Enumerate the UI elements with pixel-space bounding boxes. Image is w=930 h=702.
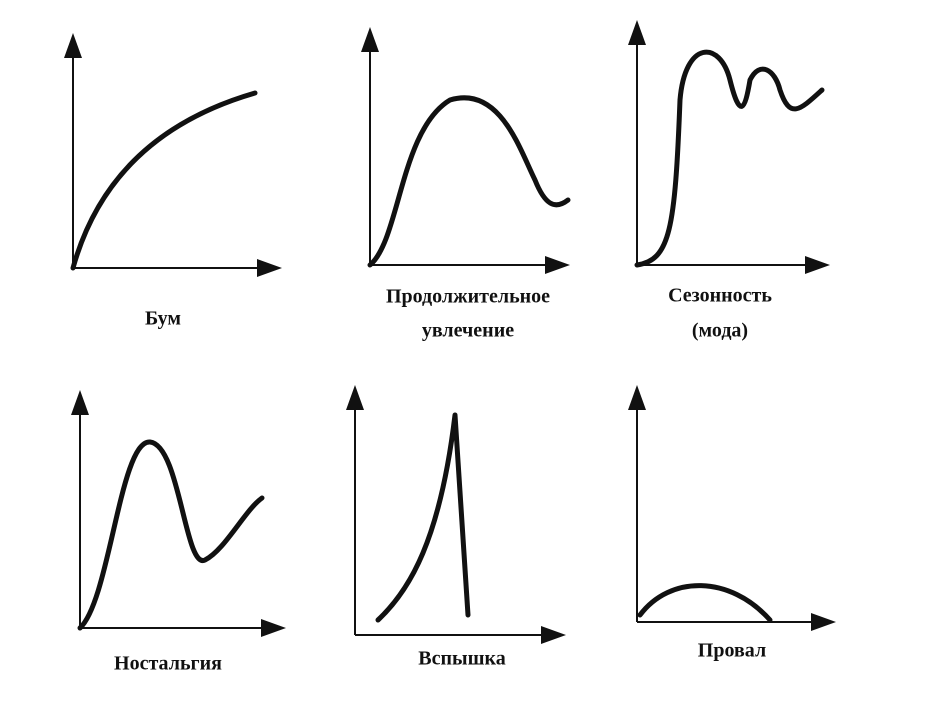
axes [354,400,550,636]
arrow [805,256,830,274]
panel: Сезонность (мода) [628,20,830,342]
label: Бум [145,308,181,330]
axes [636,36,815,266]
arrow [361,27,379,52]
arrow [628,385,646,410]
label: Провал [698,640,766,662]
label: Сезонность [668,285,772,307]
axes [636,400,820,623]
curve [70,90,258,271]
label: Продолжительное [386,286,550,308]
axes [369,42,555,266]
label: Ностальгия [114,653,222,675]
curve [77,439,265,631]
arrow [811,613,836,631]
panel: Провал [628,385,836,662]
curve [367,95,571,268]
arrow [64,33,82,58]
curve [375,412,471,623]
panel: Продолжительное увлечение [361,27,571,342]
curve [634,49,825,268]
panel: Вспышка [346,385,566,670]
panel: Ностальгия [71,390,286,675]
arrow [71,390,89,415]
label: Вспышка [418,648,505,670]
label: увлечение [422,320,514,342]
axes [72,48,265,269]
arrow [346,385,364,410]
arrow [628,20,646,45]
arrow [257,259,282,277]
axes [79,405,270,629]
label: (мода) [692,320,748,342]
arrow [541,626,566,644]
curve [637,583,773,623]
panel: Бум [64,33,282,330]
arrow [261,619,286,637]
arrow [545,256,570,274]
